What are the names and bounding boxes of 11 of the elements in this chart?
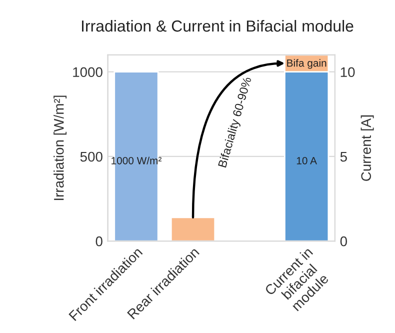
y2-axis-title: Current [A]	[360, 115, 374, 181]
chart-title: Irradiation & Current in Bifacial module	[82, 20, 354, 32]
y-tick-label: 1000	[73, 67, 102, 78]
y-tick-label: 500	[80, 152, 102, 162]
data-label: 10 A	[296, 156, 317, 164]
y-axis-title: Irradiation [W/m²]	[54, 96, 67, 200]
y-tick-label: 0	[96, 236, 102, 246]
y2-tick-label: 10	[340, 67, 355, 78]
y2-tick-label: 5	[340, 152, 347, 162]
y2-tick-label: 0	[340, 236, 347, 246]
data-label: Bifa gain	[287, 59, 326, 69]
